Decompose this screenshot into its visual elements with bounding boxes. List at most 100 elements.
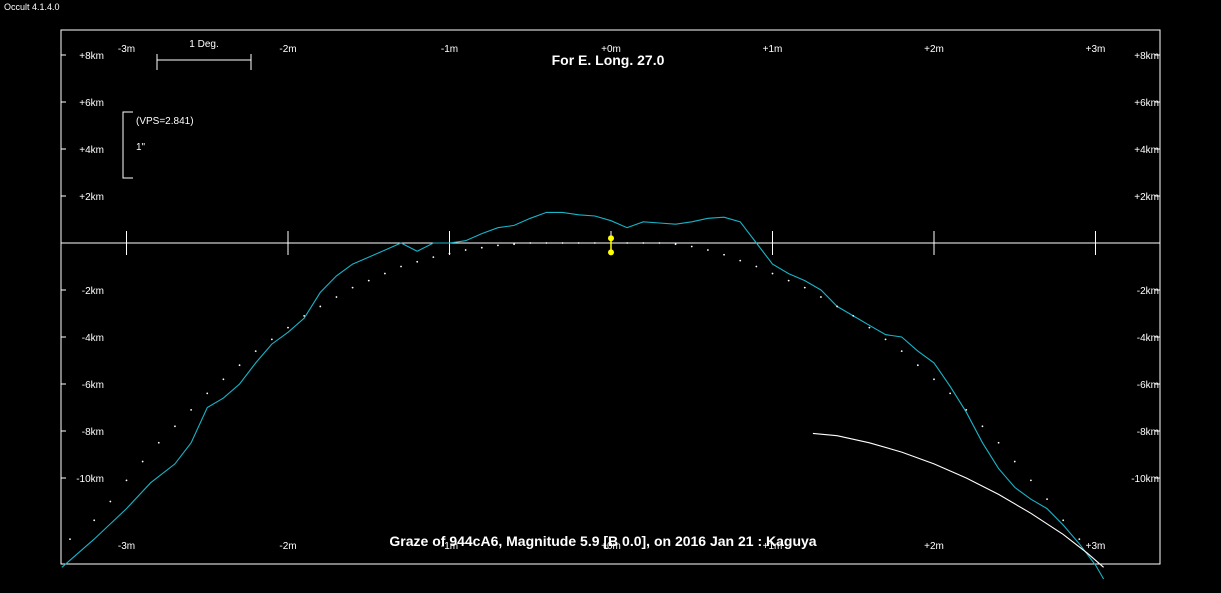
mean-limb-point (303, 314, 306, 317)
mean-limb-point (1046, 498, 1048, 501)
mean-limb-point (480, 246, 483, 249)
mean-limb-point (997, 441, 1000, 444)
mean-limb-point (852, 314, 855, 317)
y-tick-label-left: -4km (82, 333, 104, 344)
mean-limb-point (1078, 538, 1081, 540)
scale-annotations: 1 Deg. (VPS=2.841) 1" (122, 39, 252, 179)
mean-limb-point (351, 286, 354, 289)
mean-limb-point (836, 305, 838, 308)
y-tick-label-right: -4km (1137, 333, 1159, 344)
mean-limb-point (690, 245, 693, 248)
mean-limb-point (335, 296, 338, 298)
mean-limb-point (561, 242, 564, 244)
app-title: Occult 4.1.4.0 (4, 2, 60, 12)
mean-limb-point (771, 272, 774, 275)
series-layer (61, 211, 1105, 580)
y-tick-label-right: -10km (1131, 474, 1159, 485)
mean-limb-point (916, 364, 919, 367)
x-tick-label-top: -2m (279, 44, 296, 55)
star-point (608, 249, 614, 256)
mean-limb-point (981, 425, 984, 428)
mean-limb-point (933, 378, 935, 381)
degree-scale-label: 1 Deg. (189, 39, 218, 50)
chart-caption: Graze of 944cA6, Magnitude 5.9 [B 0.0], … (389, 533, 816, 549)
mean-limb-point (1062, 519, 1065, 522)
y-tick-label-right: +8km (1134, 51, 1159, 62)
mean-limb-point (820, 296, 822, 298)
x-tick-label-bottom: -3m (118, 541, 135, 552)
mean-limb-point (141, 460, 144, 463)
mean-limb-point (384, 272, 386, 275)
x-tick-label-top: +1m (763, 44, 783, 55)
mean-limb-point (900, 350, 903, 352)
y-tick-label-right: -2km (1137, 286, 1159, 297)
mean-limb-point (416, 260, 419, 263)
mean-limb-point (529, 242, 532, 244)
plot-frame (60, 29, 1161, 565)
mean-limb-point (707, 249, 709, 251)
y-tick-label-left: -6km (82, 380, 104, 391)
chart-title: For E. Long. 27.0 (552, 52, 665, 68)
mean-limb-point (803, 286, 806, 289)
mean-limb-point (222, 378, 225, 381)
y-tick-label-right: -8km (1137, 427, 1159, 438)
mean-limb-point (287, 326, 289, 329)
mean-limb-point (674, 243, 677, 246)
mean-limb-point (949, 392, 952, 395)
mean-limb-point (884, 338, 887, 341)
y-tick-label-right: +6km (1134, 98, 1159, 109)
x-tick-label-bottom: +3m (1086, 541, 1106, 552)
mean-limb-point (787, 279, 790, 282)
star-layer (608, 235, 614, 256)
limb-profile-line (61, 211, 1105, 580)
mean-limb-point (545, 242, 548, 244)
mean-limb-point (755, 265, 758, 268)
sun-terminator-line (812, 432, 1104, 568)
x-tick-label-bottom: +1m (763, 541, 783, 552)
x-tick-label-bottom: -2m (279, 541, 296, 552)
mean-limb-point (626, 242, 629, 244)
y-tick-label-left: +4km (79, 145, 104, 156)
mean-limb-point (174, 425, 176, 428)
mean-limb-point (513, 243, 515, 246)
mean-limb-point (254, 350, 257, 352)
mean-limb-point (109, 500, 112, 503)
y-tick-label-left: +6km (79, 98, 104, 109)
mean-limb-point (125, 479, 128, 482)
x-tick-label-top: -3m (118, 44, 135, 55)
mean-limb-point (157, 441, 160, 444)
y-tick-label-left: +8km (79, 51, 104, 62)
mean-limb-point (658, 242, 661, 244)
mean-limb-point (69, 538, 71, 540)
y-tick-label-right: +2km (1134, 192, 1159, 203)
mean-limb-point (400, 265, 402, 268)
vps-bracket (122, 111, 133, 179)
x-tick-label-bottom: +2m (924, 541, 944, 552)
vps-unit-label: 1" (136, 142, 146, 153)
mean-limb-point (965, 408, 968, 411)
vps-label: (VPS=2.841) (136, 116, 194, 127)
x-tick-label-top: +2m (924, 44, 944, 55)
mean-limb-point (319, 305, 322, 308)
x-tick-label-top: -1m (441, 44, 458, 55)
mean-limb-point (577, 242, 580, 244)
y-tick-label-right: +4km (1134, 145, 1159, 156)
mean-limb-point (739, 259, 742, 262)
mean-limb-point (270, 338, 273, 341)
mean-limb-point (642, 242, 645, 244)
mean-limb-point (93, 519, 96, 522)
y-tick-label-left: +2km (79, 192, 104, 203)
x-tick-label-bottom: +0m (601, 541, 621, 552)
y-tick-label-left: -8km (82, 427, 104, 438)
mean-limb-point (238, 364, 241, 367)
axis-ticks: -3m -3m -2m -2m -1m -1m +0m +0m +1m +1m +2m +2m +3m +… (61, 44, 1160, 552)
y-tick-label-right: -6km (1137, 380, 1159, 391)
x-tick-label-top: +3m (1086, 44, 1106, 55)
mean-limb-point (1030, 479, 1032, 482)
y-tick-label-left: -2km (82, 286, 104, 297)
mean-limb-point (497, 244, 499, 247)
mean-limb-point (367, 279, 370, 282)
mean-limb-point (206, 392, 209, 395)
mean-limb-point (593, 242, 596, 244)
